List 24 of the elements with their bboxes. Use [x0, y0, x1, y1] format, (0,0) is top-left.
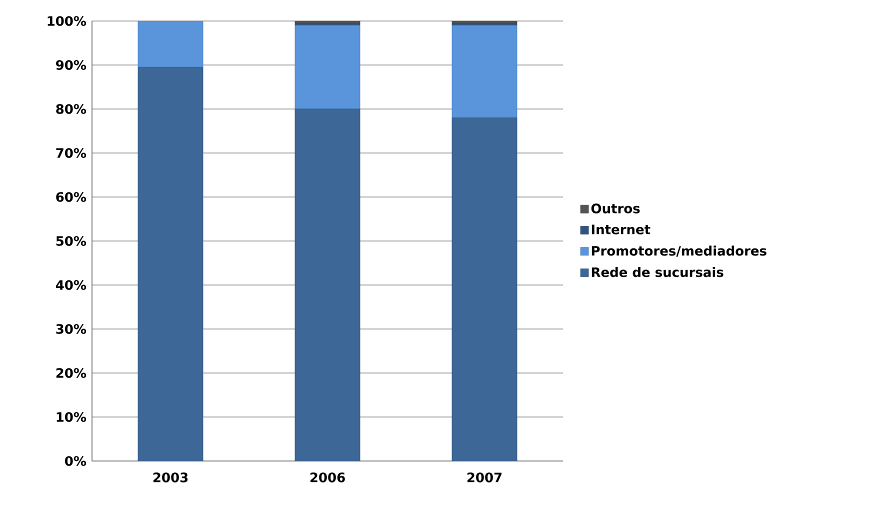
y-tick-label: 100%	[48, 16, 86, 26]
x-tick-label: 2007	[467, 472, 502, 482]
y-tick-label: 70%	[56, 148, 86, 158]
y-tick-label: 90%	[56, 60, 86, 70]
bar	[138, 20, 204, 68]
y-tick-label: 30%	[56, 324, 86, 334]
legend-label: Internet	[592, 224, 650, 234]
legend-label: Promotores/mediadores	[592, 246, 766, 257]
y-tick-label: 80%	[56, 104, 86, 114]
bar	[294, 25, 360, 110]
y-tick-label: 50%	[56, 236, 86, 246]
y-tick-label: 40%	[56, 280, 86, 290]
y-tick-label: 20%	[56, 368, 86, 378]
legend-label: Outros	[591, 204, 640, 214]
x-tick-label: 2006	[310, 472, 345, 482]
legend-label: Rede de sucursais	[592, 267, 724, 278]
y-tick-label: 10%	[56, 412, 86, 422]
bar	[294, 108, 360, 461]
bar	[452, 118, 518, 461]
x-tick-label: 2003	[153, 472, 188, 482]
bar	[138, 66, 204, 461]
bar	[452, 25, 518, 118]
y-tick-label: 0%	[65, 456, 86, 466]
y-tick-label: 60%	[56, 192, 86, 202]
